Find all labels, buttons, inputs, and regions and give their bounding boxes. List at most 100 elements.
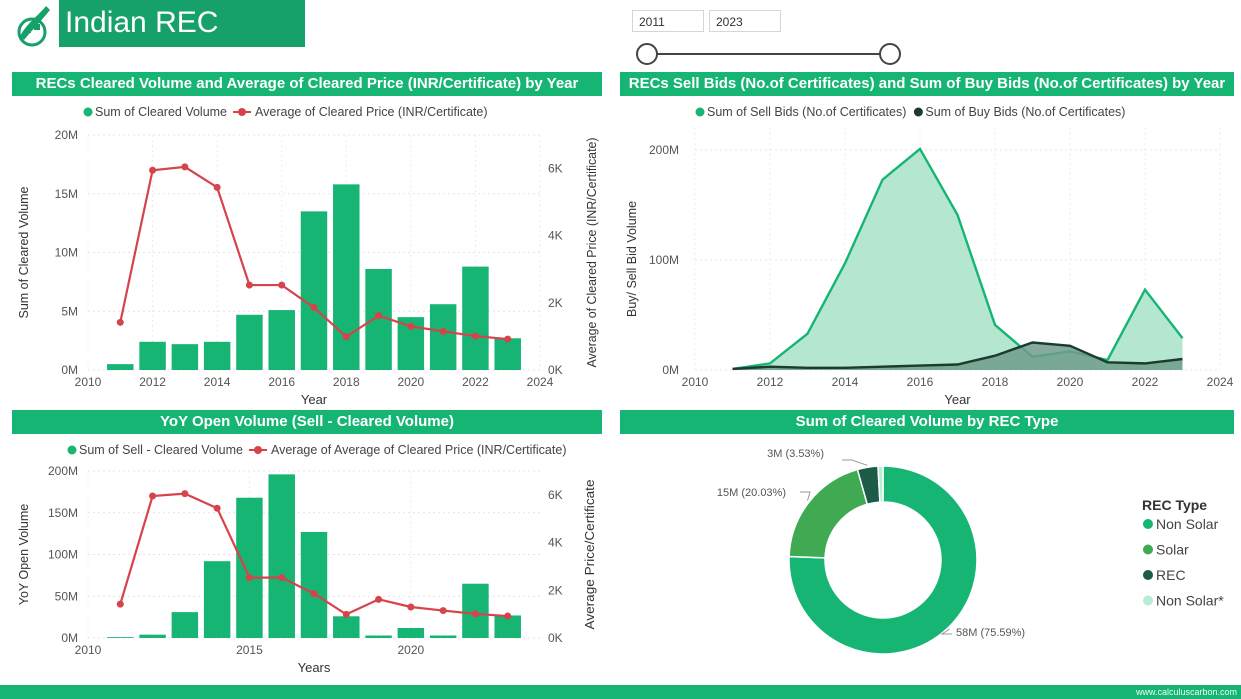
- donut-leader-line: [940, 628, 952, 635]
- x-tick-label: 2016: [907, 375, 934, 389]
- footer-bar: www.calculuscarbon.com: [0, 685, 1241, 699]
- bar-2023: [494, 615, 521, 638]
- legend-label-0: Sum of Sell - Cleared Volume: [79, 443, 243, 457]
- legend-marker-0: [1143, 519, 1153, 529]
- x-tick-label: 2018: [982, 375, 1009, 389]
- rec-type-donut-chart: 58M (75.59%) 15M (20.03%) 3M (3.53%) REC Ty…: [717, 448, 1224, 655]
- donut-data-label: 3M (3.53%): [767, 448, 824, 460]
- legend-label-2: REC: [1156, 567, 1186, 583]
- bar-2017: [300, 211, 328, 370]
- x-tick-label: 2018: [333, 375, 360, 389]
- y2-tick-label: 2K: [548, 583, 563, 597]
- end-year-input[interactable]: 2023: [709, 10, 781, 32]
- bar-2015: [236, 314, 263, 370]
- price-point-2019: [375, 595, 383, 603]
- y-axis-title: Buy/ Sell Bid Volume: [625, 201, 639, 317]
- x-tick-label: 2024: [1207, 375, 1234, 389]
- y2-axis-title: Average of Cleared Price (INR/Certificat…: [585, 138, 599, 368]
- legend-marker-0: [83, 107, 93, 117]
- x-axis-title: Years: [298, 660, 331, 675]
- bar-2020: [397, 627, 425, 638]
- legend-label-0: Sum of Cleared Volume: [95, 105, 227, 119]
- legend-label-1: Sum of Buy Bids (No.of Certificates): [925, 105, 1125, 119]
- y-tick-label: 0M: [662, 363, 679, 377]
- bar-2016: [268, 474, 295, 638]
- y2-tick-label: 2K: [548, 296, 563, 310]
- x-tick-label: 2010: [682, 375, 709, 389]
- price-point-2021: [439, 327, 447, 335]
- x-tick-label: 2014: [832, 375, 859, 389]
- price-point-2020: [407, 322, 415, 330]
- bar-2018: [333, 616, 360, 638]
- legend-marker-1: [1143, 544, 1153, 555]
- y2-tick-label: 4K: [548, 229, 563, 243]
- price-point-2022: [471, 610, 479, 618]
- y-tick-label: 50M: [55, 589, 78, 603]
- legend-label-0: Non Solar: [1156, 516, 1219, 532]
- year-range-slider[interactable]: [647, 53, 890, 55]
- slider-start-handle[interactable]: [636, 43, 658, 65]
- y2-tick-label: 6K: [548, 488, 563, 502]
- price-point-2011: [116, 318, 124, 326]
- price-point-2012: [149, 166, 157, 174]
- y2-axis-title: Average Price/Certificate: [583, 479, 597, 629]
- bar-2012: [139, 341, 166, 370]
- cleared-volume-chart: Sum of Cleared Volume Average of Cleared …: [17, 105, 599, 407]
- bar-2013: [171, 344, 199, 370]
- x-tick-label: 2012: [139, 375, 166, 389]
- y-tick-label: 150M: [48, 506, 78, 520]
- sell-bids-line: [732, 147, 1184, 371]
- legend-marker-1: [913, 107, 923, 117]
- bids-area-chart: Sum of Sell Bids (No.of Certificates) Sum…: [625, 105, 1234, 407]
- legend-marker-0: [67, 445, 77, 455]
- y-axis-title: YoY Open Volume: [17, 504, 31, 606]
- legend-label-3: Non Solar*: [1156, 593, 1224, 609]
- panel-title-bids: RECs Sell Bids (No.of Certificates) and …: [620, 72, 1234, 96]
- x-tick-label: 2010: [75, 375, 102, 389]
- price-point-2017: [310, 304, 318, 312]
- bar-2018: [333, 184, 360, 370]
- logo: [12, 2, 56, 48]
- donut-data-label: 58M (75.59%): [956, 627, 1025, 639]
- slider-end-handle[interactable]: [879, 43, 901, 65]
- price-point-2013: [181, 163, 189, 171]
- x-tick-label: 2020: [398, 643, 425, 657]
- legend-marker-3: [1143, 595, 1153, 606]
- open-volume-chart: Sum of Sell - Cleared Volume Average of A…: [17, 443, 597, 675]
- x-tick-label: 2010: [75, 643, 102, 657]
- bar-2012: [139, 634, 166, 638]
- x-axis-title: Year: [301, 392, 328, 407]
- y-tick-label: 100M: [649, 253, 679, 267]
- y-tick-label: 20M: [55, 128, 78, 142]
- y-tick-label: 0M: [61, 363, 78, 377]
- bar-2011: [107, 364, 134, 370]
- y2-tick-label: 4K: [548, 536, 563, 550]
- price-point-2020: [407, 603, 415, 611]
- bar-2023: [494, 338, 521, 370]
- footer-text: www.calculuscarbon.com: [1135, 687, 1237, 697]
- price-point-2023: [504, 612, 512, 620]
- price-point-2016: [278, 574, 286, 582]
- price-point-2011: [116, 600, 124, 608]
- x-tick-label: 2020: [1057, 375, 1084, 389]
- buy-bids-line: [732, 341, 1183, 371]
- bar-2011: [107, 637, 134, 638]
- donut-slice-solar: [788, 468, 869, 559]
- y-tick-label: 15M: [55, 187, 78, 201]
- panel-title-cleared: RECs Cleared Volume and Average of Clear…: [12, 72, 602, 96]
- donut-leader-line: [800, 491, 811, 501]
- price-point-2013: [181, 490, 189, 498]
- legend-label-1: Solar: [1156, 542, 1189, 558]
- donut-data-label: 15M (20.03%): [717, 487, 786, 499]
- bar-2021: [429, 304, 457, 370]
- price-point-2015: [245, 281, 253, 289]
- x-tick-label: 2012: [757, 375, 784, 389]
- x-tick-label: 2014: [204, 375, 231, 389]
- price-point-2015: [245, 574, 253, 582]
- start-year-input[interactable]: 2011: [632, 10, 704, 32]
- price-point-2014: [213, 183, 221, 191]
- price-point-2018: [342, 610, 350, 618]
- panel-title-donut: Sum of Cleared Volume by REC Type: [620, 410, 1234, 434]
- y-tick-label: 10M: [55, 246, 78, 260]
- x-tick-label: 2016: [268, 375, 295, 389]
